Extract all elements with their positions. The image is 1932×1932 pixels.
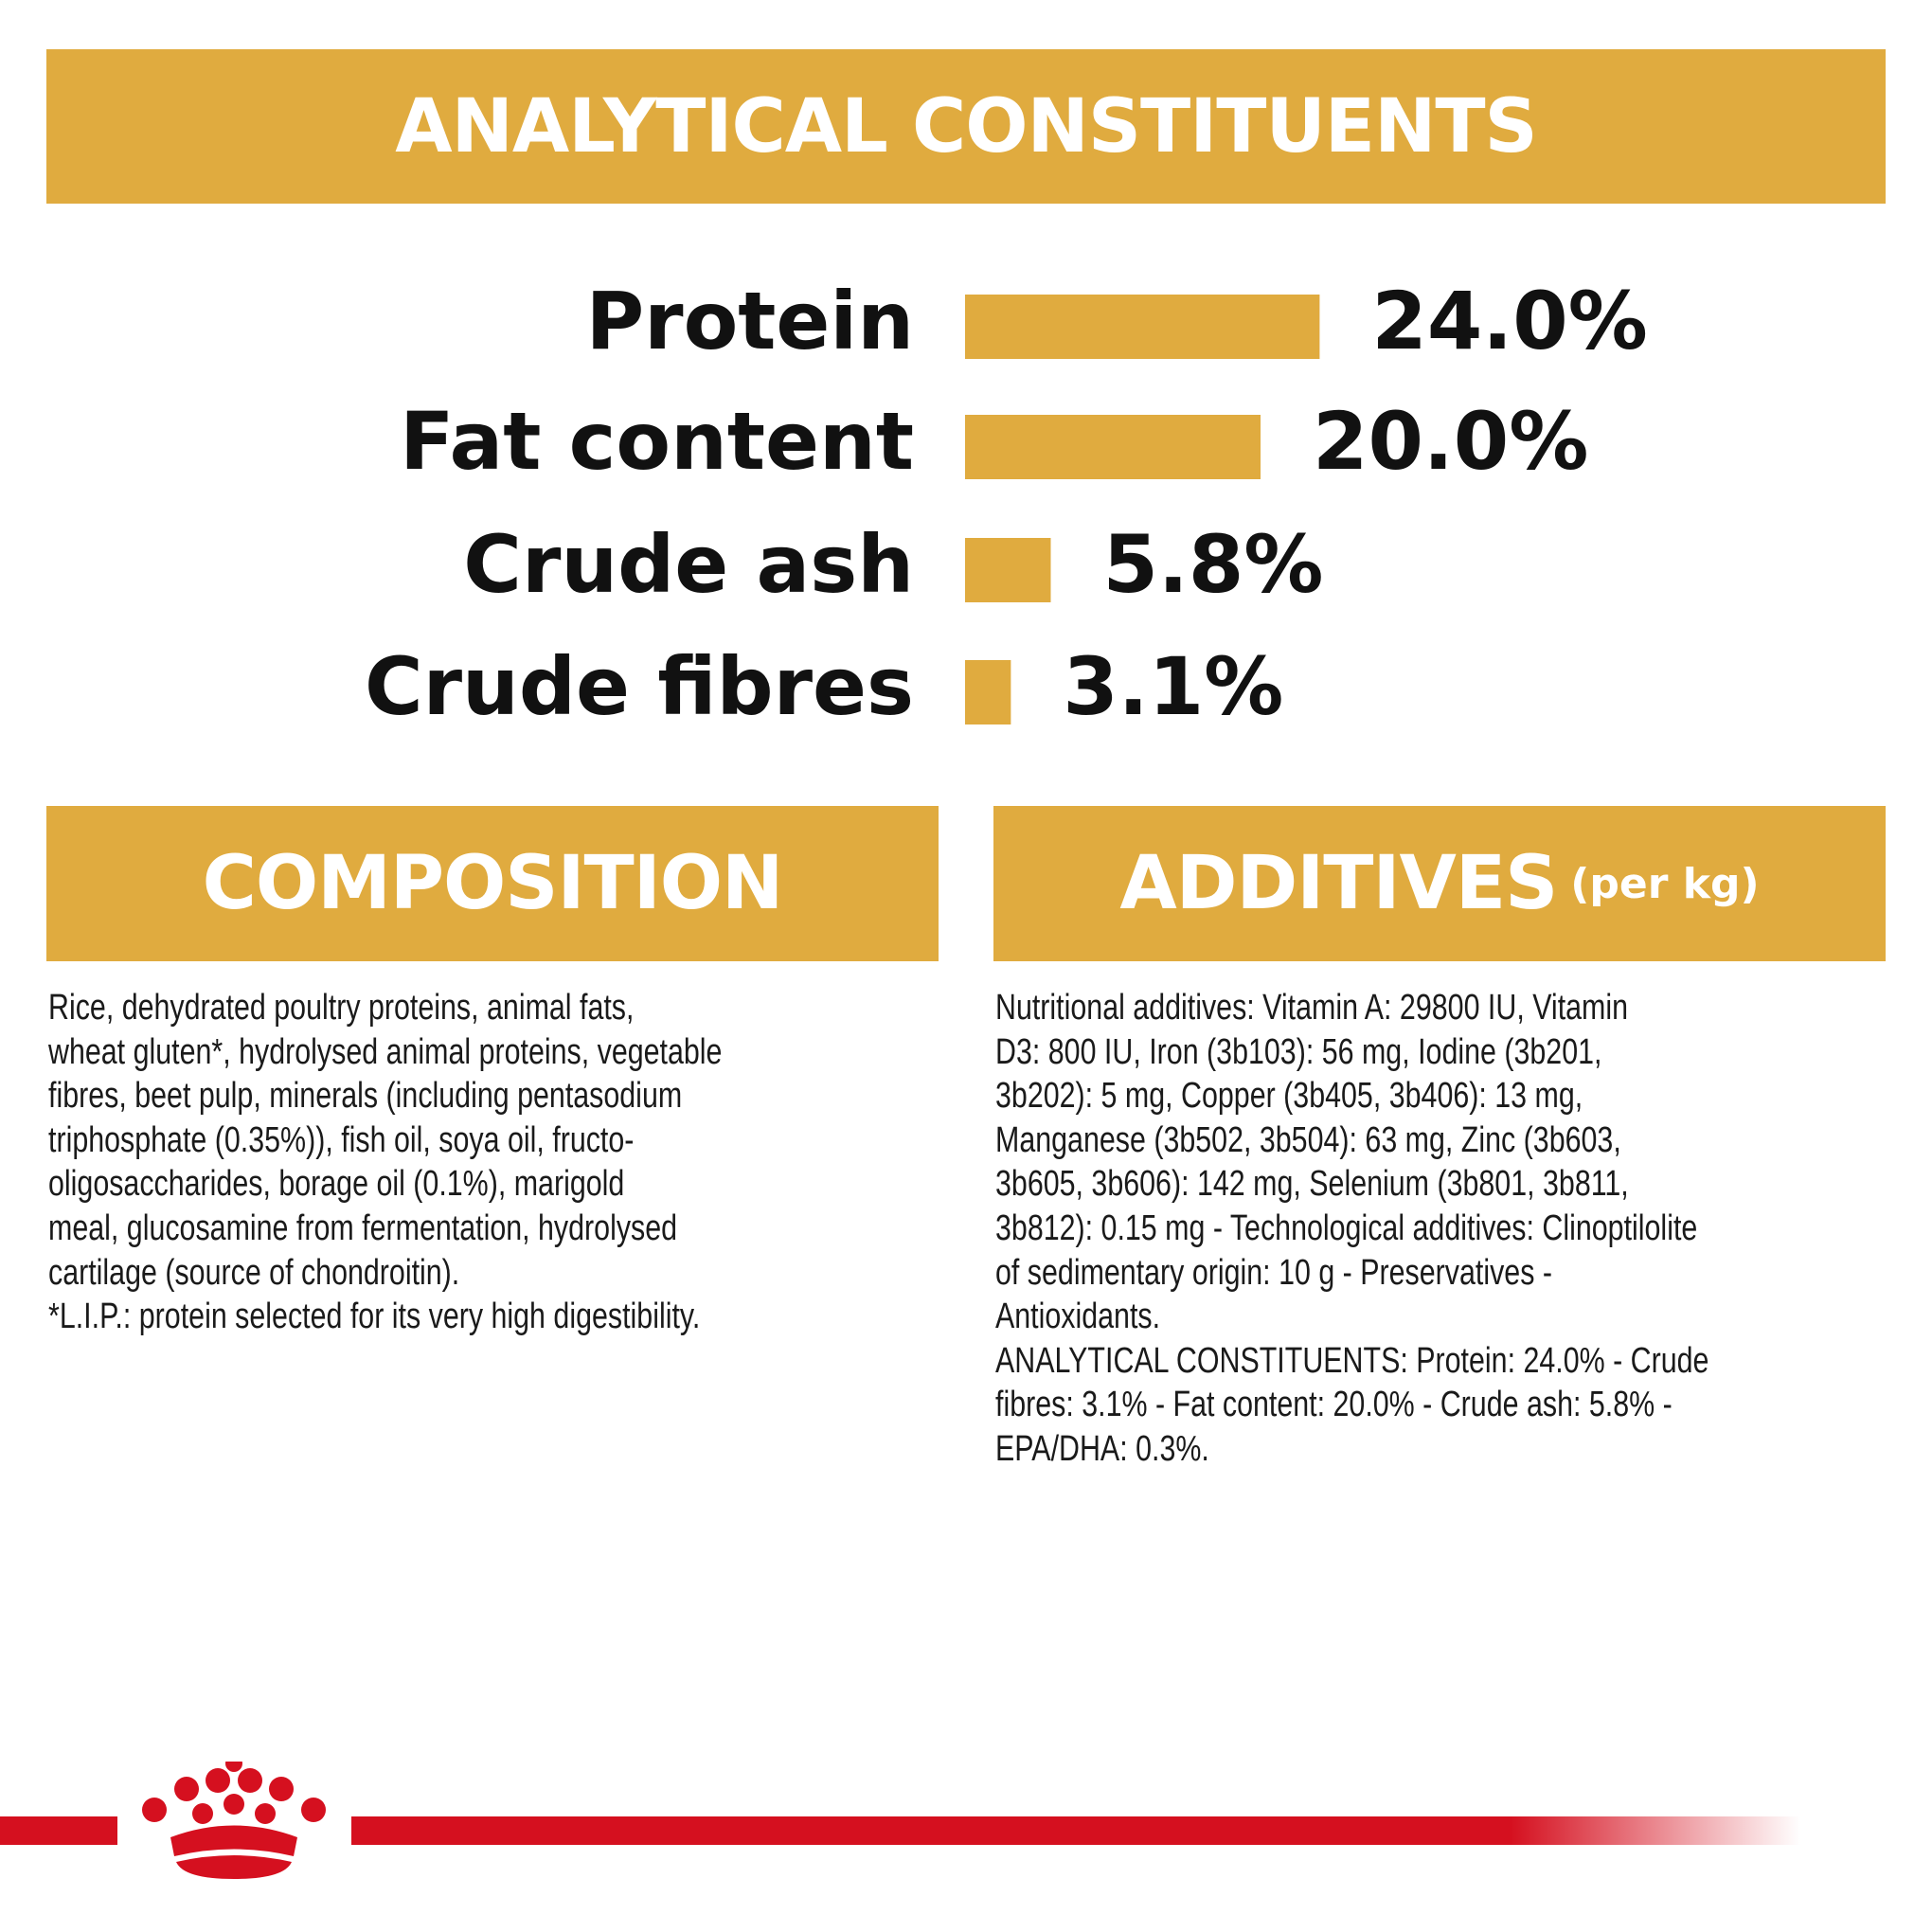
value-label: 5.8% xyxy=(1102,518,1323,611)
text-line: Rice, dehydrated poultry proteins, anima… xyxy=(48,988,635,1028)
text-line: fibres, beet pulp, minerals (including p… xyxy=(48,1076,683,1117)
text-line: 3b812): 0.15 mg - Technological additive… xyxy=(995,1208,1698,1248)
text-line: meal, glucosamine from fermentation, hyd… xyxy=(48,1208,678,1248)
text-line: D3: 800 IU, Iron (3b103): 56 mg, Iodine … xyxy=(995,1031,1602,1072)
brand-line xyxy=(0,1816,117,1845)
additives-text: Nutritional additives: Vitamin A: 29800 … xyxy=(995,986,1708,1472)
chart-title: ANALYTICAL CONSTITUENTS xyxy=(395,83,1537,170)
category-label: Fat content xyxy=(400,395,914,488)
category-label: Crude fibres xyxy=(365,640,914,733)
text-line: oligosaccharides, borage oil (0.1%), mar… xyxy=(48,1164,625,1205)
composition-title: COMPOSITION xyxy=(202,841,784,926)
text-line: triphosphate (0.35%)), fish oil, soya oi… xyxy=(48,1119,635,1160)
text-line: *L.I.P.: protein selected for its very h… xyxy=(48,1297,701,1337)
value-label: 3.1% xyxy=(1063,640,1283,733)
text-line: 3b202): 5 mg, Copper (3b405, 3b406): 13 … xyxy=(995,1076,1583,1117)
text-line: of sedimentary origin: 10 g - Preservati… xyxy=(995,1252,1552,1293)
text-line: cartilage (source of chondroitin). xyxy=(48,1252,460,1293)
chart: Protein 24.0% Fat content 20.0% Crude ash 5.8… xyxy=(365,275,1648,733)
text-line: wheat gluten*, hydrolysed animal protein… xyxy=(48,1031,723,1072)
text-line: ANALYTICAL CONSTITUENTS: Protein: 24.0% … xyxy=(995,1340,1709,1381)
additives-title: ADDITIVES xyxy=(1119,841,1558,926)
additives-note: (per kg) xyxy=(1570,859,1760,908)
crown-logo xyxy=(142,1762,326,1879)
additives-banner: ADDITIVES (per kg) xyxy=(993,806,1886,961)
bar xyxy=(965,415,1261,479)
text-line: fibres: 3.1% - Fat content: 20.0% - Crud… xyxy=(995,1385,1673,1425)
composition-banner: COMPOSITION xyxy=(46,806,939,961)
category-label: Protein xyxy=(586,275,914,367)
brand-line xyxy=(351,1816,1800,1845)
value-label: 20.0% xyxy=(1313,395,1588,488)
bar xyxy=(965,660,1011,724)
brand-footer xyxy=(0,1762,1800,1879)
text-line: Manganese (3b502, 3b504): 63 mg, Zinc (3… xyxy=(995,1119,1621,1160)
composition-text: Rice, dehydrated poultry proteins, anima… xyxy=(48,986,722,1339)
bar xyxy=(965,295,1320,359)
text-line: Antioxidants. xyxy=(995,1297,1161,1337)
text-line: Nutritional additives: Vitamin A: 29800 … xyxy=(995,988,1629,1028)
text-line: EPA/DHA: 0.3%. xyxy=(995,1428,1209,1469)
bar xyxy=(965,538,1051,602)
value-label: 24.0% xyxy=(1371,275,1647,367)
text-line: 3b605, 3b606): 142 mg, Selenium (3b801, … xyxy=(995,1164,1629,1205)
category-label: Crude ash xyxy=(463,518,914,611)
title-banner: ANALYTICAL CONSTITUENTS xyxy=(46,49,1886,204)
